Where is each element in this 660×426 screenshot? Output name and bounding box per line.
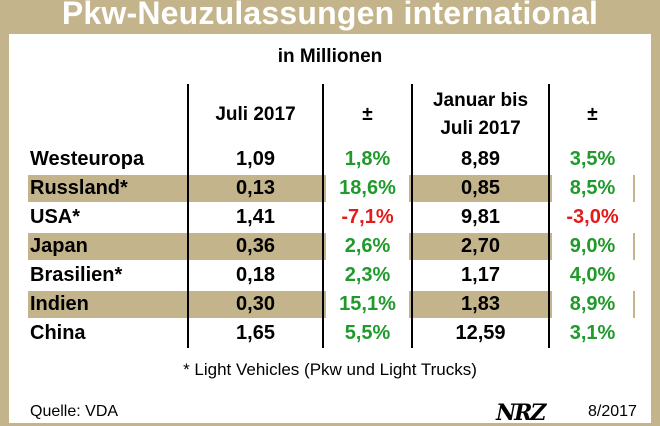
header-change-ytd: ±	[587, 104, 598, 125]
header-change-juli: ±	[362, 104, 373, 125]
column-divider-4	[548, 84, 550, 348]
cell-country: Russland*	[30, 177, 128, 199]
footnote: * Light Vehicles (Pkw und Light Trucks)	[183, 360, 477, 379]
cell-ytd-change: 3,1%	[552, 320, 633, 347]
cell-ytd-change: 8,5%	[552, 175, 633, 202]
cell-ytd: 1,17	[461, 264, 500, 286]
cell-ytd-change: 9,0%	[552, 233, 633, 260]
header-ytd-line2: Juli 2017	[440, 118, 521, 139]
cell-juli: 1,65	[236, 322, 275, 344]
date-label: 8/2017	[588, 403, 637, 420]
header-juli: Juli 2017	[215, 104, 296, 125]
source-label: Quelle: VDA	[30, 403, 119, 420]
cell-ytd-change: -3,0%	[552, 204, 633, 231]
cell-juli: 0,36	[236, 235, 275, 257]
cell-juli: 1,41	[236, 206, 275, 228]
cell-country: Japan	[30, 235, 88, 257]
cell-juli-change: 5,5%	[326, 320, 409, 347]
cell-juli: 0,30	[236, 293, 275, 315]
cell-juli: 0,13	[236, 177, 275, 199]
column-divider-3	[411, 84, 413, 348]
cell-ytd: 1,83	[461, 293, 500, 315]
cell-juli-change: 2,6%	[326, 233, 409, 260]
cell-ytd-change: 8,9%	[552, 291, 633, 318]
cell-juli-change: 1,8%	[326, 146, 409, 173]
cell-ytd: 8,89	[461, 148, 500, 170]
cell-country: Indien	[30, 293, 89, 315]
header-ytd-line1: Januar bis	[432, 90, 529, 111]
cell-country: China	[30, 322, 86, 344]
chart-title: Pkw-Neuzulassungen international	[61, 0, 599, 31]
cell-country: USA*	[30, 206, 81, 228]
cell-ytd: 2,70	[461, 235, 500, 257]
column-divider-1	[187, 84, 189, 348]
cell-juli: 0,18	[236, 264, 275, 286]
nrz-logo: NRZ	[496, 400, 546, 426]
cell-ytd: 0,85	[461, 177, 500, 199]
chart-subtitle: in Millionen	[277, 46, 383, 67]
cell-ytd-change: 4,0%	[552, 262, 633, 289]
cell-ytd-change: 3,5%	[552, 146, 633, 173]
cell-juli-change: 18,6%	[326, 175, 409, 202]
cell-juli: 1,09	[236, 148, 275, 170]
cell-ytd: 12,59	[455, 322, 506, 344]
cell-juli-change: -7,1%	[326, 204, 409, 231]
column-divider-2	[322, 84, 324, 348]
cell-juli-change: 15,1%	[326, 291, 409, 318]
cell-ytd: 9,81	[461, 206, 500, 228]
cell-juli-change: 2,3%	[326, 262, 409, 289]
cell-country: Brasilien*	[30, 264, 123, 286]
cell-country: Westeuropa	[30, 148, 145, 170]
